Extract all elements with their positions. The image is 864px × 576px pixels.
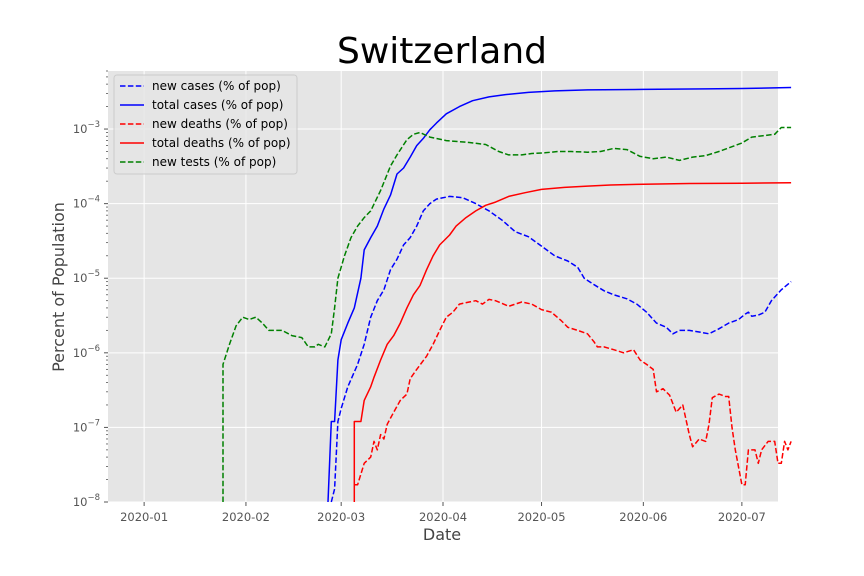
legend-label: new tests (% of pop) <box>152 155 276 169</box>
legend-label: new cases (% of pop) <box>152 79 281 93</box>
legend-label: new deaths (% of pop) <box>152 117 288 131</box>
y-tick-exponent: −8 <box>87 493 100 503</box>
x-axis-label: Date <box>423 525 461 544</box>
y-tick-base: 10 <box>73 271 88 285</box>
legend-label: total deaths (% of pop) <box>152 136 291 150</box>
y-tick-base: 10 <box>73 197 88 211</box>
legend: new cases (% of pop) total cases (% of po… <box>114 75 297 174</box>
y-tick-exponent: −5 <box>87 269 100 279</box>
legend-label: total cases (% of pop) <box>152 98 283 112</box>
x-tick-label: 2020-04 <box>419 510 467 524</box>
y-tick-base: 10 <box>73 495 88 509</box>
y-tick-exponent: −7 <box>87 418 100 428</box>
y-tick-exponent: −4 <box>87 195 100 205</box>
y-axis-label: Percent of Population <box>49 202 68 372</box>
y-tick-base: 10 <box>73 420 88 434</box>
x-tick-label: 2020-06 <box>619 510 667 524</box>
y-tick-exponent: −6 <box>87 344 100 354</box>
y-tick-base: 10 <box>73 122 88 136</box>
y-tick-base: 10 <box>73 346 88 360</box>
x-tick-label: 2020-01 <box>120 510 168 524</box>
x-tick-label: 2020-03 <box>317 510 365 524</box>
chart-title: Switzerland <box>337 31 547 72</box>
y-tick-exponent: −3 <box>87 120 100 130</box>
x-tick-label: 2020-07 <box>718 510 766 524</box>
x-tick-label: 2020-05 <box>517 510 565 524</box>
x-tick-label: 2020-02 <box>222 510 270 524</box>
